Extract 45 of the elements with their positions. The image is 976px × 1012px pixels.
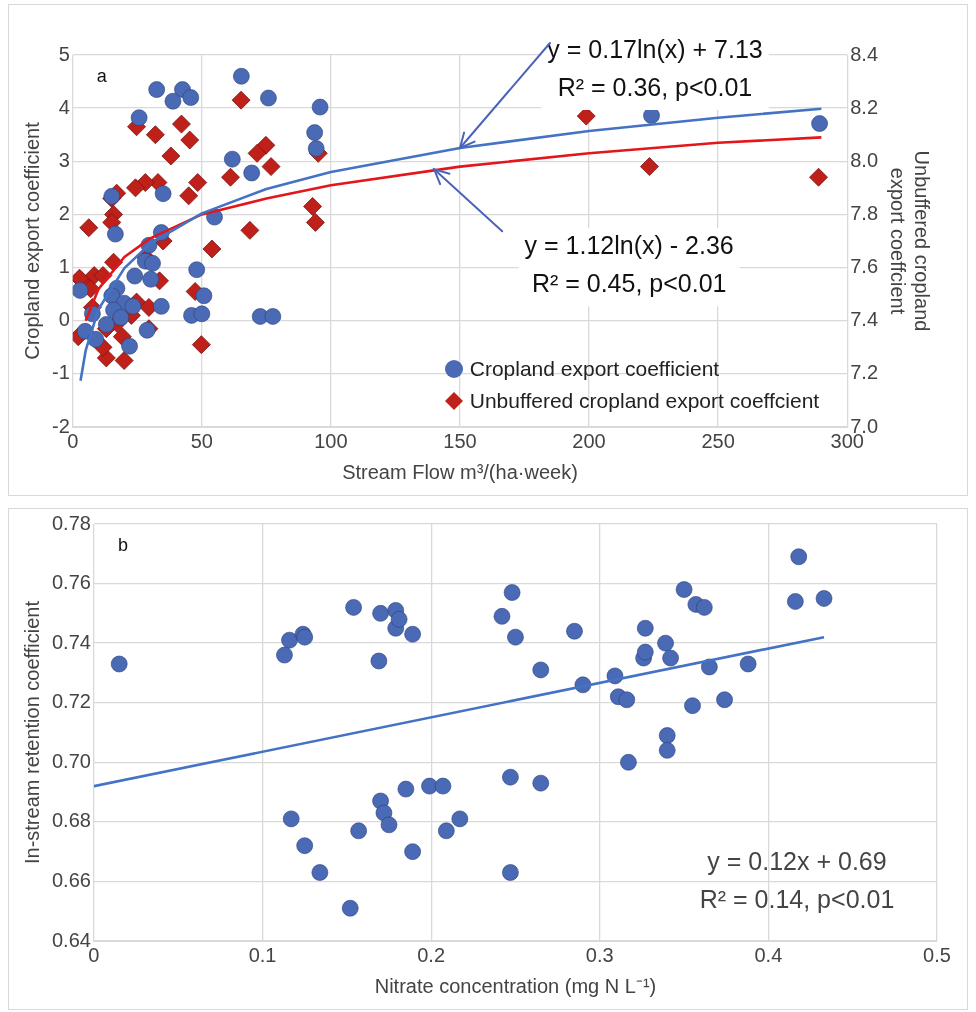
x-tick-label: 0.4	[754, 943, 783, 966]
annotation: y = 0.12x + 0.69 R² = 0.14, p<0.01	[699, 846, 895, 913]
y-tick-label: 4	[58, 95, 70, 118]
y2-tick-label: 8.4	[850, 42, 879, 65]
annotation: y = 1.12ln(x) - 2.36 R² = 0.45, p<0.01	[524, 231, 734, 298]
y-tick-label: -1	[51, 361, 70, 384]
y-tick-label: -2	[51, 414, 70, 437]
y-tick-label: 0.66	[51, 868, 91, 891]
y-tick-label: 2	[58, 201, 70, 224]
y2-tick-label: 7.2	[850, 361, 879, 384]
y-tick-label: 0.64	[51, 928, 91, 951]
x-tick-label: 150	[443, 429, 477, 452]
x-axis-title: Nitrate concentration (mg N L⁻¹)	[374, 974, 657, 997]
y-tick-label: 0.74	[51, 630, 91, 653]
y-axis-title: In-stream retention coefficient	[20, 600, 43, 865]
y-tick-label: 0.72	[51, 690, 91, 713]
y2-tick-label: 7.4	[850, 308, 879, 331]
y-tick-label: 0.70	[51, 749, 91, 772]
x-tick-label: 0.2	[417, 943, 446, 966]
x-tick-label: 0.1	[248, 943, 277, 966]
y2-tick-label: 8.0	[850, 148, 879, 171]
y-tick-label: 1	[58, 255, 70, 278]
y-tick-label: 0	[58, 308, 70, 331]
legend-label: Unbuffered cropland export coeffcient	[469, 388, 820, 414]
x-tick-label: 250	[701, 429, 735, 452]
x-axis-title: Stream Flow m³/(ha·week)	[342, 460, 578, 483]
y2-tick-label: 8.2	[850, 95, 879, 118]
annotation: y = 0.17ln(x) + 7.13 R² = 0.36, p<0.01	[547, 34, 763, 101]
x-tick-label: 50	[190, 429, 213, 452]
y-tick-label: 0.78	[51, 511, 91, 534]
x-tick-label: 0.5	[923, 943, 951, 966]
y-tick-label: 3	[58, 148, 70, 171]
y-tick-label: 0.76	[51, 571, 91, 594]
y2-tick-label: 7.6	[850, 255, 879, 278]
y2-axis-title: Unbuffered cropland export coeffcient	[887, 150, 934, 332]
annotation: a	[96, 65, 108, 86]
annotation: b	[117, 534, 128, 555]
legend-label: Cropland export coefficient	[469, 356, 720, 382]
x-tick-label: 200	[572, 429, 606, 452]
x-tick-label: 0.3	[585, 943, 614, 966]
y-axis-title: Cropland export coefficient	[20, 121, 43, 360]
x-tick-label: 100	[314, 429, 348, 452]
y2-tick-label: 7.8	[850, 201, 879, 224]
y-tick-label: 5	[58, 42, 70, 65]
y-tick-label: 0.68	[51, 809, 91, 832]
